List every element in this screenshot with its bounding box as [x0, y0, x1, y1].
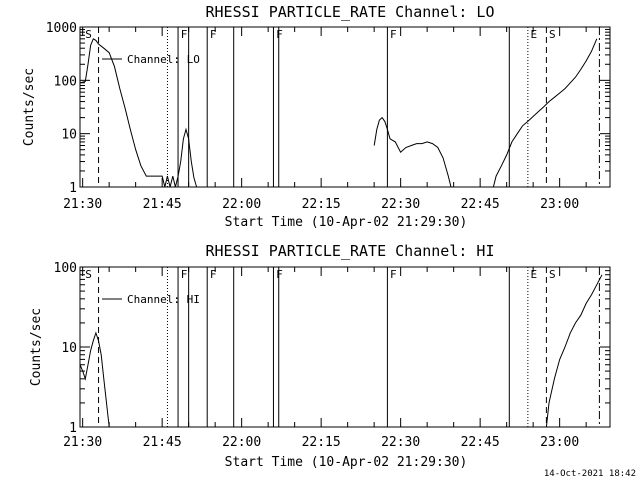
panel-lo-ytick-label: 1	[69, 181, 77, 196]
panel-hi-xlabel: Start Time (10-Apr-02 21:29:30)	[225, 455, 468, 470]
panel-lo-frame	[79, 26, 611, 188]
panel-hi-marker-label: S	[85, 268, 92, 281]
panel-lo-series-line	[492, 38, 598, 188]
panel-hi-marker-label: F	[181, 268, 188, 281]
panel-lo-title: RHESSI PARTICLE_RATE Channel: LO	[206, 3, 495, 21]
panel-lo-xtick-label: 23:00	[540, 197, 579, 212]
panel-hi-xtick-label: 22:45	[461, 435, 500, 450]
panel-hi-ylabel: Counts/sec	[29, 308, 44, 386]
panel-hi-series-line	[79, 331, 110, 428]
panel-lo-xlabel: Start Time (10-Apr-02 21:29:30)	[225, 215, 468, 230]
panel-hi-ytick-label: 1	[69, 421, 77, 436]
panel-lo-xtick-label: 21:45	[143, 197, 182, 212]
panel-hi-series-line	[545, 274, 603, 428]
panel-hi-ytick-label: 100	[54, 261, 77, 276]
panel-hi-xtick-label: 21:30	[63, 435, 102, 450]
panel-hi: RHESSI PARTICLE_RATE Channel: HI Counts/…	[29, 242, 611, 470]
panel-lo-xtick-label: 22:00	[222, 197, 261, 212]
panel-lo-marker-label: E	[531, 28, 538, 41]
footer-timestamp: 14-Oct-2021 18:42	[544, 469, 636, 479]
panel-lo-xtick-label: 22:45	[461, 197, 500, 212]
panel-hi-marker-label: E	[531, 268, 538, 281]
panel-lo-marker-label: F	[181, 28, 188, 41]
panel-hi-xtick-label: 22:00	[222, 435, 261, 450]
panel-lo-xtick-label: 22:15	[302, 197, 341, 212]
panel-hi-marker-label: F	[390, 268, 397, 281]
panel-lo-xtick-label: 22:30	[381, 197, 420, 212]
panel-hi-marker-label: S	[549, 268, 556, 281]
panel-hi-marker-label: F	[276, 268, 283, 281]
panel-lo-series-line	[373, 116, 452, 188]
panel-hi-marker-label: F	[210, 268, 217, 281]
panel-lo-marker-label: S	[549, 28, 556, 41]
panel-lo-xtick-label: 21:30	[63, 197, 102, 212]
panel-lo-marker-label: F	[210, 28, 217, 41]
panel-hi-xtick-label: 21:45	[143, 435, 182, 450]
panel-hi-xtick-label: 22:15	[302, 435, 341, 450]
panel-lo-marker-label: S	[85, 28, 92, 41]
panel-hi-ytick-label: 10	[61, 341, 77, 356]
panel-hi-xtick-label: 23:00	[540, 435, 579, 450]
panel-lo-ytick-label: 10	[61, 128, 77, 143]
panel-hi-legend-label: Channel: HI	[127, 293, 200, 306]
panel-hi-title: RHESSI PARTICLE_RATE Channel: HI	[206, 242, 495, 260]
panel-lo-series-line	[79, 38, 198, 188]
panel-lo: RHESSI PARTICLE_RATE Channel: LO Counts/…	[22, 3, 611, 230]
panel-hi-frame	[79, 266, 611, 428]
panel-hi-plot-area: 21:30 21:45 22:00 22:15 22:30 22:45 23:00 1 10 10…	[54, 261, 611, 450]
panel-lo-legend-label: Channel: LO	[127, 53, 200, 66]
panel-lo-marker-label: F	[276, 28, 283, 41]
panel-lo-ylabel: Counts/sec	[22, 68, 37, 146]
panel-lo-marker-label: F	[390, 28, 397, 41]
panel-lo-ytick-label: 100	[54, 74, 77, 89]
panel-lo-ytick-label: 1000	[46, 21, 77, 36]
panel-lo-plot-area: 21:30 21:45 22:00 22:15 22:30 22:45 23:00 1 10 10…	[46, 21, 611, 212]
panel-hi-xtick-label: 22:30	[381, 435, 420, 450]
